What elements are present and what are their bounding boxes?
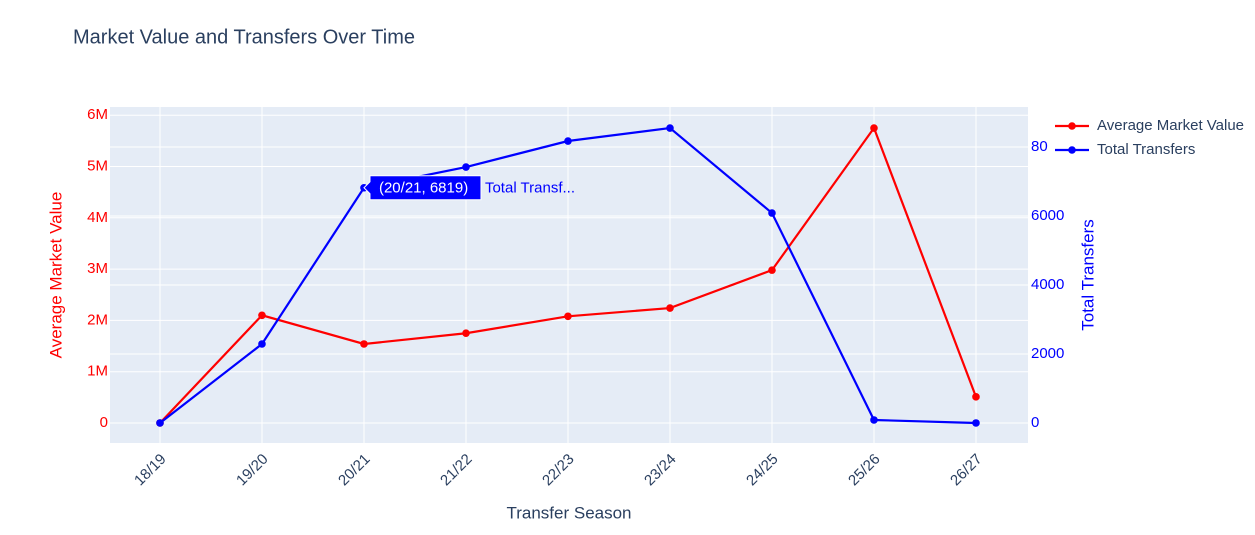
legend-marker: [1068, 146, 1076, 154]
y2-tick-label: 2000: [1031, 345, 1064, 362]
x-tick-label: 22/23: [539, 451, 578, 490]
hover-box: [363, 175, 482, 201]
data-point: [870, 416, 878, 424]
y2-tick-label: 80: [1031, 138, 1048, 155]
data-point: [768, 266, 776, 274]
data-point: [972, 393, 980, 401]
x-tick-label: 23/24: [641, 451, 680, 490]
data-point: [870, 124, 878, 132]
y2-tick-label: 0: [1031, 414, 1039, 431]
hover-name: Total Transf...: [485, 180, 575, 197]
x-axis-title: Transfer Season: [506, 503, 631, 522]
data-point: [258, 340, 266, 348]
data-point: [462, 163, 470, 171]
y-tick-label: 4M: [87, 209, 108, 226]
x-tick-label: 26/27: [947, 451, 986, 490]
grid: [110, 107, 1028, 443]
x-tick-label: 19/20: [233, 451, 272, 490]
x-tick-label: 18/19: [131, 451, 170, 490]
data-point: [564, 137, 572, 145]
data-point: [156, 419, 164, 427]
y-tick-label: 3M: [87, 260, 108, 277]
legend-marker: [1068, 122, 1076, 130]
y-axis-title: Average Market Value: [46, 192, 65, 359]
legend-label: Total Transfers: [1097, 141, 1195, 158]
y2-tick-label: 6000: [1031, 207, 1064, 224]
y-tick-label: 5M: [87, 157, 108, 174]
legend-label: Average Market Value: [1097, 117, 1244, 134]
y-tick-label: 2M: [87, 311, 108, 328]
x-tick-label: 25/26: [845, 451, 884, 490]
plot-area: [110, 107, 1028, 443]
y-tick-label: 1M: [87, 363, 108, 380]
x-tick-label: 24/25: [743, 451, 782, 490]
y2-tick-label: 4000: [1031, 276, 1064, 293]
y-tick-label: 0: [100, 414, 108, 431]
chart-title: Market Value and Transfers Over Time: [73, 26, 415, 48]
data-point: [564, 312, 572, 321]
x-tick-label: 20/21: [335, 451, 374, 490]
hover-text: (20/21, 6819): [379, 180, 468, 197]
y2-axis-title: Total Transfers: [1078, 219, 1097, 331]
data-point: [258, 311, 266, 320]
data-point: [666, 124, 674, 132]
data-point: [360, 340, 368, 348]
y-tick-label: 6M: [87, 106, 108, 123]
data-point: [768, 209, 776, 217]
data-point: [972, 419, 980, 427]
x-tick-label: 21/22: [437, 451, 476, 490]
data-point: [462, 329, 470, 338]
data-point: [666, 304, 674, 312]
